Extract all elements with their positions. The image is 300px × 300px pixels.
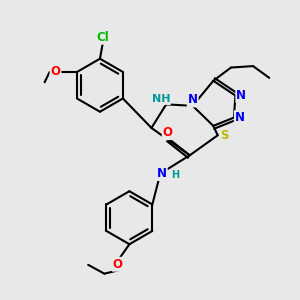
Text: Cl: Cl: [97, 31, 109, 44]
Text: O: O: [50, 65, 61, 79]
Text: O: O: [112, 258, 123, 271]
Text: H: H: [171, 170, 179, 180]
Text: NH: NH: [152, 94, 170, 104]
Text: O: O: [163, 126, 173, 139]
Text: N: N: [236, 89, 246, 102]
Text: N: N: [235, 111, 245, 124]
Text: N: N: [188, 93, 198, 106]
Text: N: N: [157, 167, 167, 180]
Text: S: S: [220, 129, 229, 142]
